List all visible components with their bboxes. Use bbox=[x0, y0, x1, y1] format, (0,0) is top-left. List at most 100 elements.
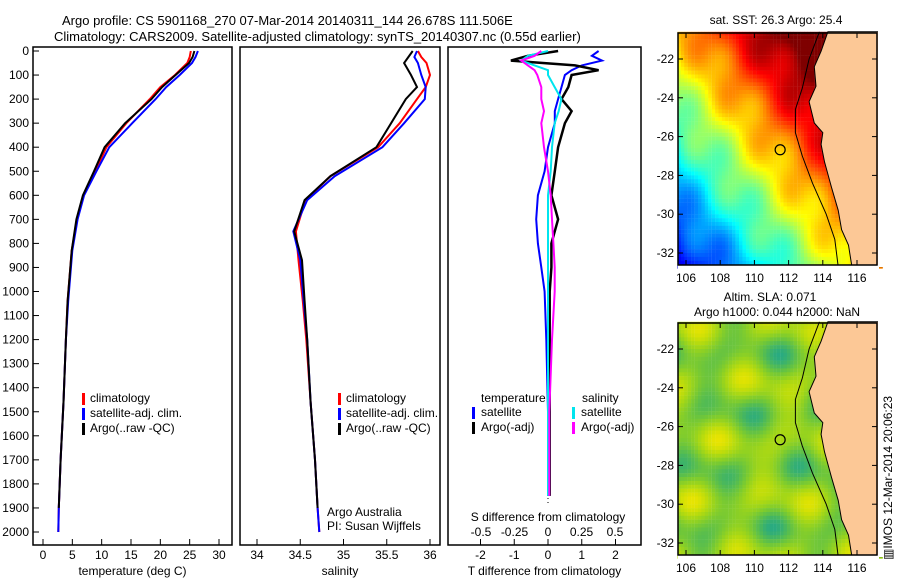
map-cell bbox=[725, 113, 729, 118]
map-cell bbox=[701, 403, 705, 408]
map-cell bbox=[800, 148, 805, 153]
map-cell bbox=[807, 31, 811, 36]
map-cell bbox=[725, 500, 729, 505]
legend-label: Argo(-adj) bbox=[481, 420, 534, 434]
map-cell bbox=[701, 465, 705, 470]
x2-axis-label: S difference from climatology bbox=[471, 510, 626, 524]
map-cell bbox=[704, 403, 709, 408]
map-cell bbox=[739, 198, 743, 203]
map-cell bbox=[745, 121, 750, 126]
map-cell bbox=[739, 86, 743, 91]
map-cell bbox=[698, 523, 702, 528]
map-cell bbox=[728, 461, 733, 466]
map-cell bbox=[800, 74, 805, 79]
sla-map: 106 108 110 112 114 116-22-24-26-28-30-32 bbox=[657, 321, 900, 575]
map-cell bbox=[677, 222, 682, 227]
map-cell bbox=[715, 531, 719, 536]
map-cell bbox=[704, 47, 709, 52]
map-cell bbox=[834, 233, 839, 238]
map-cell bbox=[711, 411, 716, 416]
map-cell bbox=[742, 163, 746, 168]
map-cell bbox=[718, 449, 723, 454]
map-cell bbox=[793, 31, 798, 36]
map-cell bbox=[680, 383, 685, 388]
map-cell bbox=[680, 171, 685, 176]
map-cell bbox=[677, 159, 682, 164]
map-cell bbox=[814, 59, 818, 64]
map-cell bbox=[698, 101, 702, 106]
map-cell bbox=[766, 210, 770, 215]
map-cell bbox=[732, 453, 736, 458]
map-cell bbox=[711, 210, 716, 215]
map-cell bbox=[817, 159, 822, 164]
map-cell bbox=[804, 253, 808, 258]
map-cell bbox=[704, 171, 709, 176]
map-cell bbox=[708, 480, 712, 485]
map-cell bbox=[807, 253, 811, 258]
map-cell bbox=[721, 175, 726, 180]
map-cell bbox=[684, 399, 688, 404]
map-cell bbox=[817, 222, 822, 227]
map-cell bbox=[831, 229, 835, 234]
map-cell bbox=[739, 484, 743, 489]
map-cell bbox=[739, 395, 743, 400]
map-cell bbox=[708, 504, 712, 509]
map-cell bbox=[745, 225, 750, 230]
map-cell bbox=[752, 113, 757, 118]
map-cell bbox=[715, 345, 719, 350]
map-cell bbox=[773, 210, 777, 215]
map-cell bbox=[701, 260, 705, 265]
map-cell bbox=[721, 333, 726, 338]
map-cell bbox=[721, 229, 726, 234]
map-cell bbox=[783, 140, 788, 145]
map-cell bbox=[797, 78, 801, 83]
map-cell bbox=[687, 442, 692, 447]
map-cell bbox=[711, 136, 716, 141]
map-cell bbox=[687, 380, 692, 385]
map-cell bbox=[684, 360, 688, 365]
map-cell bbox=[749, 167, 753, 172]
map-cell bbox=[769, 148, 774, 153]
x2-tick-label: -0.5 bbox=[471, 525, 492, 539]
map-cell bbox=[708, 446, 712, 451]
map-cell bbox=[800, 97, 805, 102]
map-cell bbox=[684, 512, 688, 517]
map-cell bbox=[721, 372, 726, 377]
map-cell bbox=[684, 356, 688, 361]
map-cell bbox=[687, 62, 692, 67]
map-cell bbox=[790, 187, 794, 192]
map-cell bbox=[698, 422, 702, 427]
map-cell bbox=[680, 55, 685, 60]
map-cell bbox=[725, 97, 729, 102]
map-cell bbox=[728, 222, 733, 227]
map-cell bbox=[780, 97, 784, 102]
map-cell bbox=[790, 35, 794, 40]
map-cell bbox=[807, 117, 811, 122]
map-cell bbox=[732, 372, 736, 377]
map-cell bbox=[725, 426, 729, 431]
map-cell bbox=[687, 144, 692, 149]
map-cell bbox=[732, 465, 736, 470]
map-cell bbox=[814, 175, 818, 180]
map-cell bbox=[786, 167, 791, 172]
map-cell bbox=[704, 136, 709, 141]
map-cell bbox=[715, 411, 719, 416]
map-cell bbox=[687, 453, 692, 458]
map-cell bbox=[735, 121, 740, 126]
map-cell bbox=[739, 47, 743, 52]
map-cell bbox=[797, 190, 801, 195]
map-cell bbox=[718, 233, 723, 238]
map-cell bbox=[711, 198, 716, 203]
map-cell bbox=[739, 465, 743, 470]
map-cell bbox=[677, 55, 682, 60]
map-cell bbox=[790, 179, 794, 184]
map-cell bbox=[725, 183, 729, 188]
map-cell bbox=[721, 59, 726, 64]
map-cell bbox=[766, 179, 770, 184]
map-cell bbox=[735, 453, 740, 458]
map-cell bbox=[711, 70, 716, 75]
x-tick-label: 15 bbox=[124, 548, 138, 562]
map-cell bbox=[797, 39, 801, 44]
map-cell bbox=[711, 422, 716, 427]
map-cell bbox=[684, 345, 688, 350]
